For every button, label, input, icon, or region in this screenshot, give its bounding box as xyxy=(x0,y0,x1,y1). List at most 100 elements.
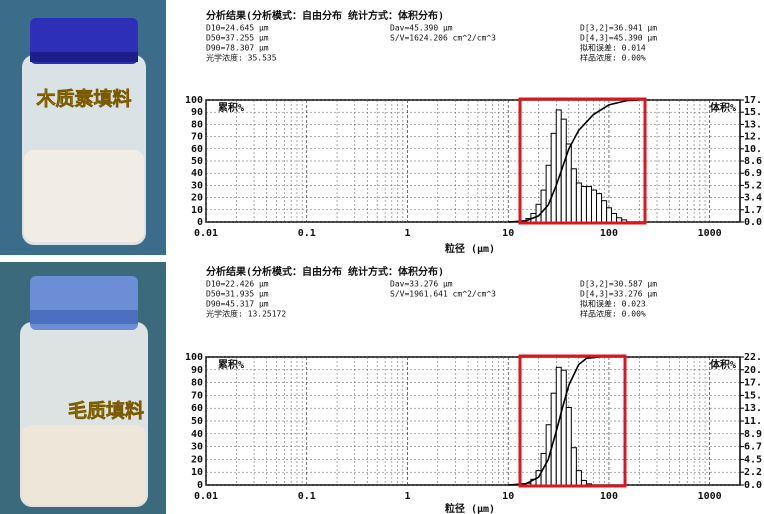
stat-text: D50=37.255 μm xyxy=(206,34,269,43)
y2-tick-label: 2.2 xyxy=(744,467,762,478)
stat-text: D90=78.307 μm xyxy=(206,44,269,53)
y2-tick-label: 13. xyxy=(744,119,762,130)
y2-tick-label: 11. xyxy=(744,416,762,427)
sample-label: 毛质填料 xyxy=(68,399,144,422)
y-tick-label: 10 xyxy=(191,205,203,216)
stat-text: 拟和误差: 0.023 xyxy=(580,299,646,309)
stat-text: Dav=45.390 μm xyxy=(390,24,453,33)
y2-tick-label: 20. xyxy=(744,365,762,376)
highlight-box xyxy=(518,97,647,225)
photo-bottle xyxy=(0,262,166,514)
x-tick-label: 1000 xyxy=(698,228,722,239)
cumulative-line xyxy=(508,356,600,486)
sample-label: 木质素填料 xyxy=(35,87,131,110)
stat-text: D[4,3]=33.276 μm xyxy=(580,290,657,299)
y2-tick-label: 12. xyxy=(744,132,762,143)
y-tick-label: 100 xyxy=(185,352,203,363)
stat-text: D50=31.935 μm xyxy=(206,290,269,299)
y-tick-label: 60 xyxy=(191,144,203,155)
x-tick-label: 0.01 xyxy=(194,491,218,502)
y2-tick-label: 8.6 xyxy=(744,156,762,167)
y-axis-label: 累积% xyxy=(218,101,244,114)
y2-tick-label: 17. xyxy=(744,378,762,389)
stat-text: D90=45.317 μm xyxy=(206,300,269,309)
y2-tick-label: 10. xyxy=(744,144,762,155)
stat-text: 样品浓度: 0.00% xyxy=(580,309,646,319)
y-tick-label: 80 xyxy=(191,378,203,389)
y-tick-label: 90 xyxy=(191,107,203,118)
x-tick-label: 100 xyxy=(600,228,618,239)
y-tick-label: 100 xyxy=(185,95,203,106)
stat-text: D10=24.645 μm xyxy=(206,24,269,33)
bar xyxy=(606,207,612,223)
y-tick-label: 70 xyxy=(191,132,203,143)
x-tick-label: 10 xyxy=(502,228,514,239)
bar xyxy=(560,369,567,486)
bar xyxy=(580,479,587,486)
stat-text: D[3,2]=36.941 μm xyxy=(580,24,657,33)
stat-text: D10=22.426 μm xyxy=(206,280,269,289)
bar xyxy=(575,470,582,486)
y-tick-label: 20 xyxy=(191,454,203,465)
y2-tick-label: 15. xyxy=(744,390,762,401)
y-tick-label: 10 xyxy=(191,467,203,478)
x-tick-label: 100 xyxy=(600,491,618,502)
bar xyxy=(545,164,552,223)
y-tick-label: 60 xyxy=(191,403,203,414)
y2-tick-label: 6.7 xyxy=(744,442,762,453)
bar xyxy=(555,109,562,223)
cumulative-line xyxy=(508,99,640,223)
x-tick-label: 0.01 xyxy=(194,228,218,239)
y2-tick-label: 4.5 xyxy=(744,454,762,465)
stat-text: 光学浓度: 35.535 xyxy=(206,53,277,63)
photo-bottle xyxy=(0,0,166,255)
highlight-box xyxy=(518,354,627,488)
panel-title: 分析结果(分析模式：自由分布 统计方式：体积分布) xyxy=(206,265,444,278)
y2-tick-label: 1.7 xyxy=(744,205,762,216)
bar xyxy=(550,132,557,223)
y2-tick-label: 6.9 xyxy=(744,168,762,179)
y-tick-label: 50 xyxy=(191,416,203,427)
y-tick-label: 50 xyxy=(191,156,203,167)
y2-tick-label: 13. xyxy=(744,403,762,414)
bar xyxy=(570,447,577,486)
bar xyxy=(570,168,577,223)
x-tick-label: 0.1 xyxy=(298,228,316,239)
stat-text: S/V=1624.206 cm^2/cm^3 xyxy=(390,34,496,43)
stat-text: 样品浓度: 0.00% xyxy=(580,53,646,63)
panel-title: 分析结果(分析模式：自由分布 统计方式：体积分布) xyxy=(206,9,444,22)
stat-text: 光学浓度: 13.25172 xyxy=(206,309,286,319)
bar xyxy=(596,193,603,223)
y-tick-label: 40 xyxy=(191,168,203,179)
y2-tick-label: 15. xyxy=(744,107,762,118)
y-tick-label: 0 xyxy=(197,480,203,491)
y-tick-label: 70 xyxy=(191,390,203,401)
stat-text: Dav=33.276 μm xyxy=(390,280,453,289)
y2-axis-label: 体积% xyxy=(710,358,736,371)
y2-tick-label: 22. xyxy=(744,352,762,363)
stat-text: 拟和误差: 0.014 xyxy=(580,43,646,53)
x-tick-label: 10 xyxy=(502,491,514,502)
x-axis-label: 粒径 (μm) xyxy=(445,242,495,255)
y2-tick-label: 3.4 xyxy=(744,193,762,204)
y-tick-label: 40 xyxy=(191,429,203,440)
y2-tick-label: 0.0 xyxy=(744,480,762,491)
bar xyxy=(610,212,618,223)
y-tick-label: 30 xyxy=(191,442,203,453)
bar xyxy=(601,200,608,223)
x-axis-label: 粒径 (μm) xyxy=(445,502,495,514)
bar xyxy=(565,407,572,486)
y-tick-label: 20 xyxy=(191,193,203,204)
bar xyxy=(616,217,623,223)
bar xyxy=(575,182,582,223)
y2-tick-label: 5.2 xyxy=(744,180,762,191)
y-tick-label: 30 xyxy=(191,180,203,191)
y2-axis-label: 体积% xyxy=(710,101,736,114)
stat-text: S/V=1961.641 cm^2/cm^3 xyxy=(390,290,496,299)
x-tick-label: 1 xyxy=(404,228,410,239)
y2-tick-label: 0.0 xyxy=(744,217,762,228)
y2-tick-label: 8.9 xyxy=(744,429,762,440)
x-tick-label: 1000 xyxy=(698,491,722,502)
y2-tick-label: 17. xyxy=(744,95,762,106)
y-axis-label: 累积% xyxy=(218,358,244,371)
